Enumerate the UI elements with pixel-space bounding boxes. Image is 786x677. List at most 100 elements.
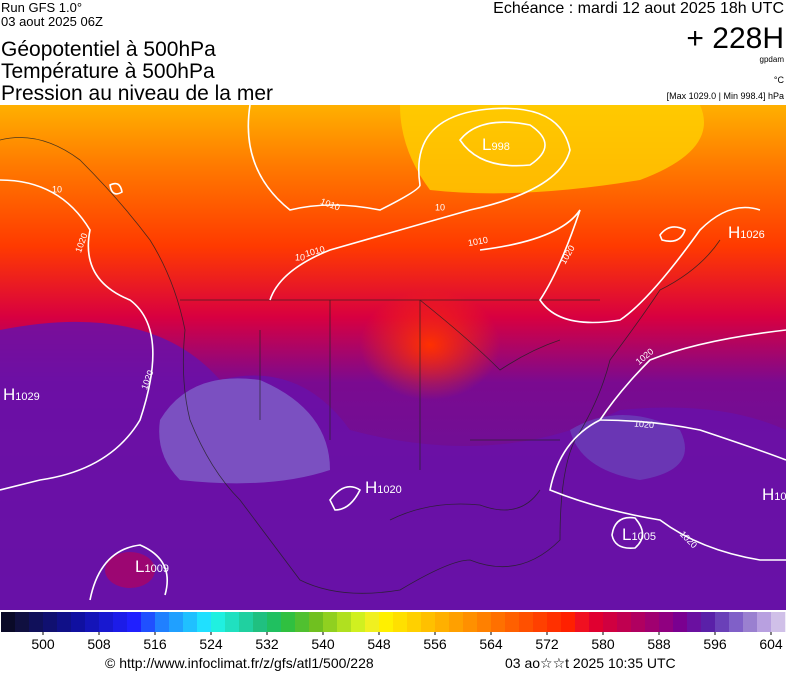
colorbar-swatch — [435, 612, 450, 632]
colorbar-swatch — [603, 612, 618, 632]
colorbar-swatch — [393, 612, 408, 632]
colorbar-label: 596 — [703, 636, 727, 652]
center-letter: H — [728, 223, 740, 242]
colorbar-swatch — [281, 612, 296, 632]
lead-time: + 228H — [686, 22, 784, 55]
colorbar-swatch — [323, 612, 338, 632]
colorbar-swatch — [365, 612, 380, 632]
colorbar-swatch — [155, 612, 170, 632]
valid-time: Echéance : mardi 12 aout 2025 18h UTC — [493, 0, 784, 17]
colorbar-swatch — [491, 612, 506, 632]
colorbar-swatch — [267, 612, 282, 632]
warm-area — [105, 552, 155, 588]
cold-area — [570, 415, 685, 480]
colorbar-swatch — [659, 612, 674, 632]
pressure-center: L1009 — [135, 557, 169, 576]
colorbar-swatch — [239, 612, 254, 632]
colorbar-swatch — [141, 612, 156, 632]
colorbar-swatch — [547, 612, 562, 632]
colorbar-swatch — [519, 612, 534, 632]
center-value: 1026 — [740, 229, 764, 241]
center-value: 1009 — [144, 563, 168, 575]
colorbar-swatch — [211, 612, 226, 632]
colorbar-label: 580 — [591, 636, 615, 652]
colorbar-swatch — [71, 612, 86, 632]
colorbar-label: 532 — [255, 636, 279, 652]
map-title: Pression au niveau de la mer — [1, 82, 273, 105]
colorbar-label: 500 — [31, 636, 55, 652]
colorbar-swatch — [743, 612, 758, 632]
colorbar-label: 588 — [647, 636, 671, 652]
colorbar-label: 604 — [759, 636, 783, 652]
colorbar-swatch — [295, 612, 310, 632]
colorbar-swatch — [575, 612, 590, 632]
colorbar-swatch — [589, 612, 604, 632]
warm-area — [360, 290, 500, 400]
run-label: Run GFS 1.0° — [1, 0, 82, 15]
center-value: 998 — [491, 141, 509, 153]
colorbar-swatch — [43, 612, 58, 632]
colorbar-swatch — [127, 612, 142, 632]
colorbar-swatch — [449, 612, 464, 632]
colorbar-swatch — [225, 612, 240, 632]
colorbar-swatch — [379, 612, 394, 632]
pressure-center: H1026 — [728, 223, 765, 242]
colorbar-swatch — [253, 612, 268, 632]
colorbar-swatch — [183, 612, 198, 632]
center-value: 1020 — [377, 484, 401, 496]
generated-date: 03 ao☆☆t 2025 10:35 UTC — [505, 655, 676, 671]
isobar-label: 10 — [52, 184, 62, 194]
colorbar-swatch — [631, 612, 646, 632]
colorbar-swatch — [85, 612, 100, 632]
source-url: © http://www.infoclimat.fr/z/gfs/atl1/50… — [105, 655, 374, 671]
colorbar-swatch — [169, 612, 184, 632]
pressure-center: L998 — [482, 135, 510, 154]
center-letter: L — [622, 525, 631, 544]
pressure-center: L1005 — [622, 525, 656, 544]
center-letter: H — [365, 478, 377, 497]
colorbar-swatch — [197, 612, 212, 632]
colorbar-swatch — [729, 612, 744, 632]
center-value: 1029 — [15, 391, 39, 403]
colorbar-swatch — [673, 612, 688, 632]
colorbar-swatch — [617, 612, 632, 632]
colorbar-label: 572 — [535, 636, 559, 652]
colorbar-label: 516 — [143, 636, 167, 652]
colorbar-swatch — [533, 612, 548, 632]
colorbar-swatch — [561, 612, 576, 632]
map-title: Géopotentiel à 500hPa — [1, 38, 216, 61]
colorbar-swatch — [505, 612, 520, 632]
pressure-center: H10 — [762, 485, 786, 504]
colorbar-swatch — [757, 612, 772, 632]
colorbar-swatch — [337, 612, 352, 632]
isobar-label: 1020 — [634, 419, 655, 431]
center-letter: L — [482, 135, 491, 154]
colorbar-swatch — [687, 612, 702, 632]
colorbar-swatch — [463, 612, 478, 632]
colorbar-label: 564 — [479, 636, 503, 652]
map-title: Température à 500hPa — [1, 60, 215, 83]
colorbar-swatch — [645, 612, 660, 632]
center-letter: H — [762, 485, 774, 504]
colorbar-swatch — [351, 612, 366, 632]
colorbar-label: 540 — [311, 636, 335, 652]
center-value: 1005 — [631, 531, 655, 543]
colorbar-swatch — [477, 612, 492, 632]
center-value: 10 — [774, 491, 786, 503]
pressure-center: H1020 — [365, 478, 402, 497]
colorbar-label: 556 — [423, 636, 447, 652]
colorbar-swatch — [15, 612, 30, 632]
colorbar-swatch — [771, 612, 786, 632]
colorbar-label: 508 — [87, 636, 111, 652]
cold-area — [159, 378, 330, 484]
colorbar-swatch — [407, 612, 422, 632]
coastlines — [0, 137, 721, 594]
unit-temp: °C — [774, 75, 785, 85]
colorbar-swatch — [113, 612, 128, 632]
colorbar-swatch — [57, 612, 72, 632]
center-letter: H — [3, 385, 15, 404]
isobar-label: 10 — [295, 252, 305, 262]
colorbar-swatch — [29, 612, 44, 632]
colorbar-swatch — [99, 612, 114, 632]
